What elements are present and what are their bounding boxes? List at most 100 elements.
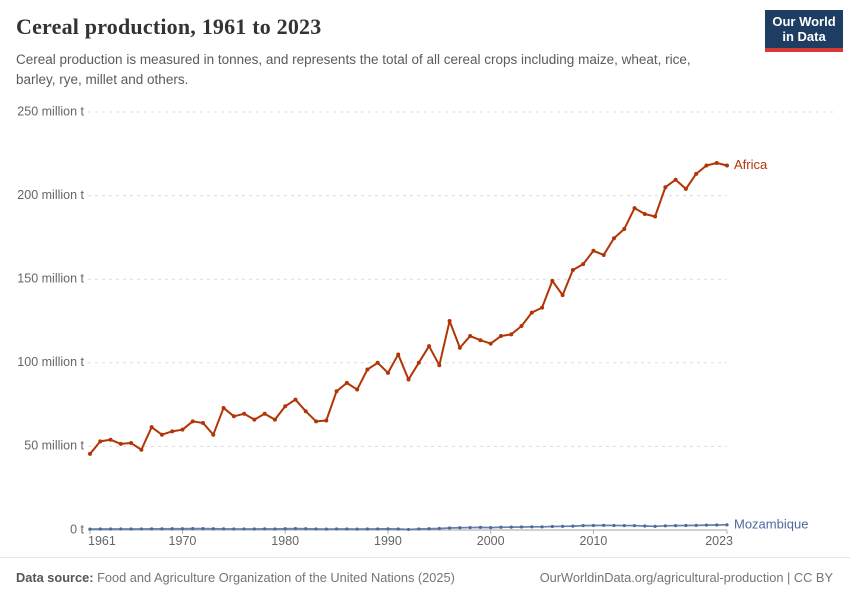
series-point-africa-1995 [437,363,442,368]
series-point-africa-2000 [488,341,493,346]
series-point-africa-1997 [457,345,462,350]
series-point-mozambique-2017 [663,524,667,528]
series-point-mozambique-1961 [88,527,92,531]
y-axis-label-150: 150 million t [17,271,84,285]
series-point-mozambique-1986 [345,527,349,531]
series-point-africa-2010 [591,248,596,253]
series-point-africa-1999 [478,338,483,343]
series-point-africa-1978 [262,411,267,416]
series-point-africa-1963 [108,437,113,442]
series-point-mozambique-1976 [242,527,246,531]
x-axis-label-1970: 1970 [169,534,197,548]
chart-footer: Data source: Food and Agriculture Organi… [0,557,850,600]
series-point-africa-2019 [683,186,688,191]
series-label-africa[interactable]: Africa [734,157,768,172]
series-point-mozambique-2021 [704,523,709,527]
series-point-mozambique-1992 [406,527,411,532]
series-point-mozambique-2020 [694,523,698,528]
series-point-mozambique-2022 [715,523,719,527]
y-axis-label-0: 0 t [70,522,84,536]
y-axis-label-200: 200 million t [17,188,84,202]
series-point-mozambique-2014 [632,524,637,528]
series-point-mozambique-1963 [108,527,113,531]
series-point-africa-2007 [560,293,565,298]
series-point-africa-1980 [283,404,288,409]
series-point-africa-1961 [88,451,92,456]
series-point-africa-1977 [252,417,257,422]
owid-logo[interactable]: Our World in Data [765,10,843,52]
datasource-text: Food and Agriculture Organization of the… [93,570,455,585]
datasource-label: Data source: [16,570,94,585]
series-point-africa-1968 [159,432,164,437]
series-point-mozambique-2001 [499,525,503,529]
series-point-mozambique-1969 [170,527,174,531]
series-point-mozambique-2019 [684,523,688,528]
series-point-africa-1975 [231,414,236,419]
series-point-mozambique-2003 [519,525,524,529]
series-point-mozambique-2010 [591,523,596,528]
series-point-mozambique-2005 [540,525,544,529]
series-point-mozambique-1987 [355,527,359,531]
series-point-africa-1994 [427,344,432,349]
x-axis-label-2000: 2000 [477,534,505,548]
series-point-africa-1972 [201,420,206,425]
series-point-africa-1965 [129,441,134,446]
license-link[interactable]: OurWorldinData.org/agricultural-producti… [539,570,833,585]
series-point-mozambique-2012 [612,523,616,528]
series-point-mozambique-2007 [561,524,565,528]
series-point-mozambique-2004 [530,525,534,529]
series-point-mozambique-1978 [263,527,267,531]
x-axis-label-1980: 1980 [271,534,299,548]
series-point-africa-1976 [242,411,247,416]
series-point-mozambique-1970 [180,527,185,531]
series-point-africa-2018 [673,177,678,182]
series-point-mozambique-1981 [293,527,298,531]
series-point-africa-2008 [570,268,575,273]
y-axis-label-50: 50 million t [24,439,84,453]
series-point-africa-2005 [540,305,545,310]
series-point-africa-1990 [385,370,390,375]
series-point-africa-1991 [396,352,401,357]
series-point-mozambique-1962 [98,527,102,531]
series-point-africa-1966 [139,447,144,452]
series-point-mozambique-1995 [437,526,441,531]
series-point-africa-2020 [694,171,699,176]
series-point-africa-2004 [529,310,534,315]
series-point-mozambique-1994 [427,527,431,531]
series-point-mozambique-2018 [674,524,678,528]
series-point-africa-1983 [314,419,319,424]
x-axis-label-1961: 1961 [88,534,116,548]
series-point-africa-1973 [211,432,216,437]
series-point-mozambique-1973 [211,527,215,531]
series-point-mozambique-2006 [550,524,554,529]
series-point-mozambique-2002 [509,525,513,529]
series-point-africa-1970 [180,427,185,432]
series-point-mozambique-1997 [458,526,462,530]
series-point-mozambique-1991 [396,527,400,531]
series-point-africa-1974 [221,405,226,410]
series-point-mozambique-1965 [129,527,133,531]
series-point-africa-1993 [416,360,421,365]
series-point-mozambique-1999 [478,525,483,530]
series-point-mozambique-1982 [304,527,308,531]
series-point-africa-1992 [406,377,411,382]
series-point-mozambique-2023 [725,523,729,527]
series-point-africa-1985 [334,389,339,394]
series-point-mozambique-1988 [365,527,370,531]
series-point-mozambique-1979 [273,527,277,531]
series-label-mozambique[interactable]: Mozambique [734,516,808,531]
series-line-africa[interactable] [89,161,728,455]
series-point-africa-2002 [509,332,514,337]
series-point-mozambique-1967 [150,527,154,531]
datasource: Data source: Food and Agriculture Organi… [16,570,455,585]
x-axis-label-1990: 1990 [374,534,402,548]
owid-logo-text: Our World in Data [765,10,843,48]
series-point-africa-1988 [365,367,370,372]
x-axis-label-2023: 2023 [705,534,733,548]
series-point-africa-1969 [170,429,175,434]
series-point-africa-2012 [611,236,616,241]
series-point-mozambique-2016 [653,524,657,528]
series-point-mozambique-2009 [581,524,585,528]
series-point-mozambique-2015 [643,524,647,528]
owid-logo-red-bar [765,48,843,52]
